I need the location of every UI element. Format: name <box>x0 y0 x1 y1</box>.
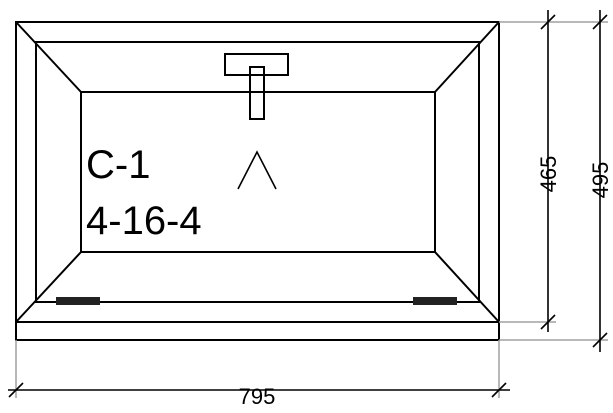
glass-pane <box>80 91 436 253</box>
bevel-bottom-right <box>434 251 500 323</box>
total-height-value: 495 <box>588 162 613 199</box>
bevel-top-left <box>15 21 82 93</box>
sash-frame <box>35 41 480 303</box>
opening-direction-icon <box>237 150 277 190</box>
hinge-left <box>56 297 100 305</box>
window-sill <box>15 321 500 341</box>
width-dimension: 795 <box>8 340 510 409</box>
bevel-top-right <box>434 21 500 93</box>
width-tick-left <box>8 382 24 398</box>
handle-icon <box>224 53 289 120</box>
window-frame <box>15 21 500 341</box>
sash-height-value: 465 <box>536 156 561 193</box>
total-height-tick-bottom <box>592 332 608 348</box>
width-value: 795 <box>239 384 276 409</box>
sash-height-tick-bottom <box>540 314 556 330</box>
bevel-bottom-left <box>15 251 82 323</box>
glazing-label: 4-16-4 <box>86 199 202 243</box>
total-height-dimension: 495 <box>499 10 613 352</box>
sash-height-tick-top <box>540 14 556 30</box>
width-tick-right <box>491 382 507 398</box>
sash-height-dimension: 465 <box>499 10 561 332</box>
hinge-right <box>413 297 457 305</box>
window-label: C-1 <box>86 143 150 187</box>
total-height-tick-top <box>592 14 608 30</box>
